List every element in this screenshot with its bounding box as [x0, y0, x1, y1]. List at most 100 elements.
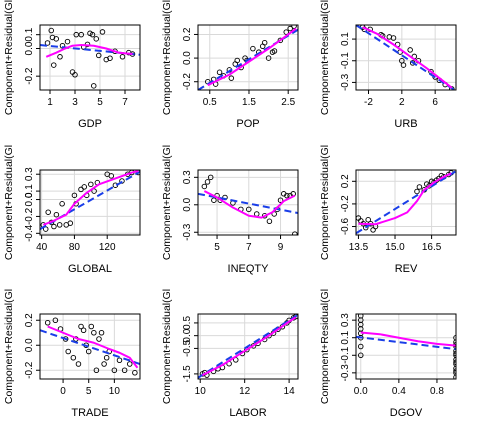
data-point — [51, 223, 57, 230]
panel-labor: 10 12 14 -1.5 -0.50.00.5 LABOR Component+Resid… — [161, 289, 299, 419]
x-axis-label: POP — [236, 118, 259, 130]
y-axis-label: Component+Residual(Gl — [3, 145, 15, 260]
y-tick-label: -0.3 — [182, 223, 193, 241]
y-tick-label: 0.1 — [340, 32, 351, 46]
y-axis-label: Component+Residual(Gl — [3, 289, 15, 404]
data-point — [250, 45, 256, 52]
y-tick-label: -0.1 — [340, 346, 351, 364]
data-point — [108, 173, 115, 179]
y-tick-label: -0.5 — [182, 339, 193, 357]
x-tick-label: 0.0 — [354, 386, 368, 397]
data-point — [90, 83, 97, 89]
x-tick-label: 9 — [278, 242, 284, 253]
y-tick-label: -0.2 — [182, 73, 193, 91]
x-tick-label: -2 — [364, 97, 373, 108]
data-point — [453, 361, 456, 367]
plot-frame — [197, 24, 299, 91]
data-point — [358, 343, 364, 350]
data-point — [91, 330, 97, 336]
data-point — [453, 374, 456, 379]
data-point — [93, 36, 99, 42]
data-point — [45, 209, 51, 215]
panel-urb: -2 2 6 -0.3 -0.1 0.1 URB Component+Residual(Gl — [319, 0, 457, 130]
data-point — [107, 55, 113, 61]
data-point — [453, 356, 456, 363]
y-tick-label: 0.0 — [182, 51, 193, 65]
y-tick-label: 0.1 — [24, 27, 35, 41]
x-tick-label: 120 — [99, 242, 116, 253]
data-point — [56, 222, 63, 228]
data-point — [201, 183, 208, 190]
smooth-fit-line — [201, 316, 297, 377]
data-point — [453, 339, 456, 345]
plot-frame — [197, 169, 299, 236]
data-point — [95, 52, 102, 59]
data-point — [253, 211, 260, 217]
x-tick-label: 2.5 — [281, 97, 295, 108]
linear-fit-line — [356, 25, 456, 90]
data-point — [292, 231, 298, 235]
y-axis-label: Component+Residual(Gl — [319, 289, 331, 404]
linear-fit-line — [40, 170, 140, 230]
data-point — [70, 355, 77, 361]
y-tick-label: -1.5 — [182, 365, 193, 383]
panel-global: 40 80 120 -0.4-0.20.00.1 0.3 GLOBAL Component+… — [3, 145, 141, 275]
data-point — [57, 54, 63, 60]
y-tick-label: 0.5 — [182, 316, 193, 330]
data-point — [453, 334, 456, 341]
data-point — [119, 54, 126, 60]
panel-dgov: 0.0 0.4 0.8 -0.3-0.1 0.1 0.3 DGOV Component+Res… — [319, 289, 457, 419]
y-tick-label: 0.1 — [24, 184, 35, 198]
y-tick-label: -0.2 — [340, 195, 351, 213]
data-point — [204, 179, 211, 185]
panel-trade: 0 5 10 -0.2 0.0 0.2 TRADE Component+Residual(Gl — [3, 289, 141, 419]
data-point — [72, 72, 78, 78]
y-tick-label: 0.1 — [340, 330, 351, 344]
plot-frame — [355, 313, 457, 380]
x-tick-label: 2 — [399, 97, 405, 108]
plot-frame — [39, 169, 141, 236]
data-point — [358, 352, 364, 359]
x-tick-label: 40 — [36, 242, 48, 253]
y-tick-label: -0.2 — [24, 207, 35, 225]
data-point — [69, 69, 76, 75]
smooth-fit-line — [362, 26, 453, 89]
plot-frame — [39, 313, 141, 380]
data-point — [400, 62, 407, 68]
x-axis-label: LABOR — [229, 407, 266, 419]
x-axis-label: GDP — [78, 118, 102, 130]
x-tick-label: 5 — [97, 97, 103, 108]
data-point — [234, 57, 240, 64]
linear-fit-line — [40, 329, 140, 365]
data-point — [453, 368, 456, 374]
data-point — [271, 48, 278, 54]
data-point — [453, 348, 456, 354]
data-point — [88, 181, 94, 188]
data-point — [358, 321, 364, 328]
data-point — [78, 323, 84, 330]
y-tick-label: 0.2 — [182, 27, 193, 41]
linear-fit-line — [198, 28, 298, 90]
x-tick-label: 12 — [239, 386, 251, 397]
panel-rev: 13.5 15.0 16.5 -0.6 -0.2 0.2 REV Component+Resi… — [319, 145, 457, 275]
linear-fit-line — [356, 170, 456, 235]
data-point — [407, 47, 413, 53]
data-point — [246, 206, 252, 213]
data-point — [67, 220, 74, 226]
y-tick-label: 0.3 — [340, 313, 351, 327]
x-tick-label: 6 — [432, 97, 438, 108]
x-axis-label: TRADE — [71, 407, 108, 419]
y-axis-label: Component+Residual(Gl — [319, 0, 331, 115]
data-point — [453, 352, 456, 359]
plot-frame — [355, 24, 457, 91]
x-tick-label: 5 — [214, 242, 220, 253]
x-axis-label: URB — [394, 118, 417, 130]
linear-fit-line — [198, 192, 298, 215]
y-tick-label: 0.0 — [182, 197, 193, 211]
data-point — [228, 75, 235, 81]
x-tick-label: 10 — [109, 386, 121, 397]
data-point — [71, 192, 78, 199]
y-tick-label: -0.3 — [340, 73, 351, 91]
data-point — [75, 361, 82, 367]
data-point — [80, 327, 87, 334]
